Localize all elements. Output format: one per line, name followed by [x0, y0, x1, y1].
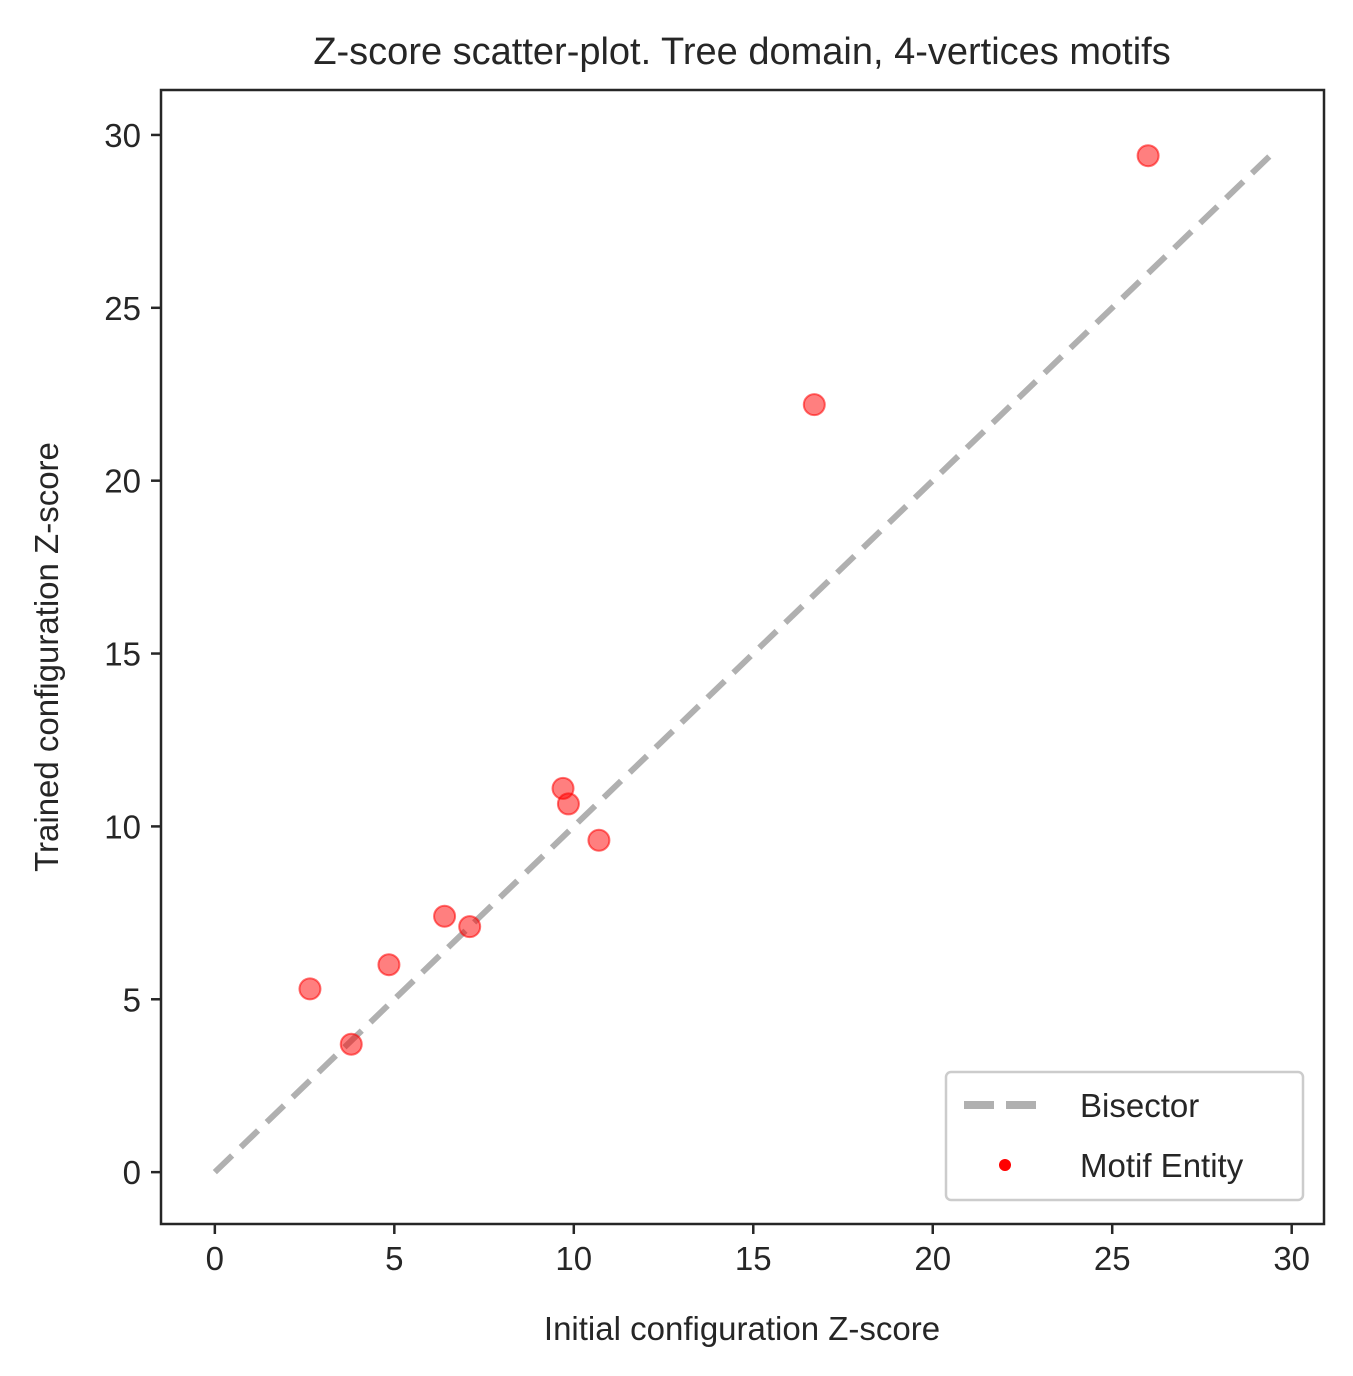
y-tick-label: 10: [104, 808, 141, 845]
axes-frame: [159, 88, 1326, 1226]
y-tick-label: 25: [104, 290, 141, 327]
legend-bisector-label: Bisector: [1080, 1087, 1199, 1124]
chart-title: Z-score scatter-plot. Tree domain, 4-ver…: [313, 31, 1170, 73]
data-point: [377, 953, 401, 977]
y-tick-label: 30: [104, 117, 141, 154]
legend-motif-swatch: [999, 1159, 1011, 1171]
legend: Bisector Motif Entity: [944, 1070, 1305, 1202]
data-point: [587, 828, 611, 852]
plot-area: [212, 144, 1273, 1175]
data-point: [298, 977, 322, 1001]
x-tick-label: 10: [555, 1240, 592, 1277]
x-tick-label: 20: [914, 1240, 951, 1277]
x-tick-label: 30: [1273, 1240, 1310, 1277]
bisector-line: [212, 153, 1273, 1175]
y-tick-label: 5: [123, 981, 141, 1018]
axis-ticks: 0 5 10 15 20 25 30 0 5 10 15 20 25 30: [104, 117, 1310, 1277]
y-tick-label: 20: [104, 463, 141, 500]
x-axis-label: Initial configuration Z-score: [544, 1310, 940, 1347]
x-tick-label: 25: [1094, 1240, 1131, 1277]
x-tick-label: 0: [206, 1240, 224, 1277]
data-point: [339, 1032, 363, 1056]
data-point: [802, 393, 826, 417]
data-point: [556, 792, 580, 816]
data-point: [458, 915, 482, 939]
data-point: [1136, 144, 1160, 168]
x-tick-label: 5: [385, 1240, 403, 1277]
y-tick-label: 15: [104, 636, 141, 673]
x-tick-label: 15: [735, 1240, 772, 1277]
y-tick-label: 0: [123, 1154, 141, 1191]
data-point: [433, 904, 457, 928]
y-axis-label: Trained configuration Z-score: [28, 442, 65, 872]
legend-motif-label: Motif Entity: [1080, 1147, 1244, 1184]
